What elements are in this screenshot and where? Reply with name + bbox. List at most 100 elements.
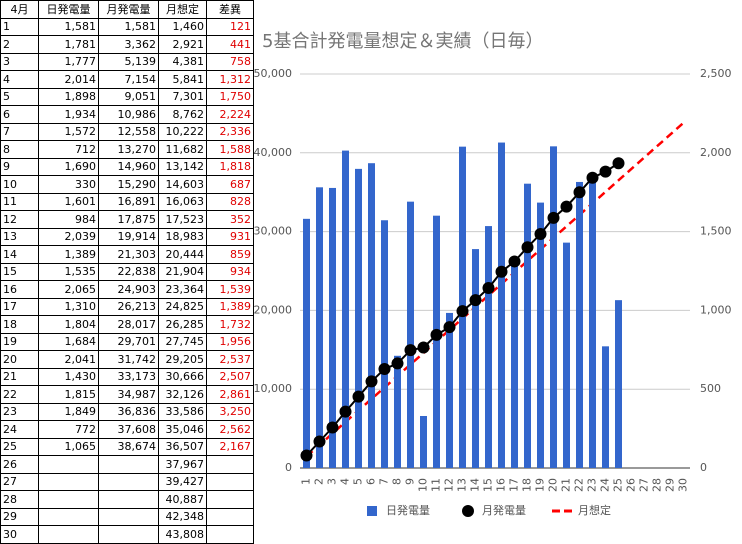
y-tick-label: 30,000 [254,225,293,238]
table-row: 11 1,601 16,891 16,063 828 [0,192,254,211]
data-table: 4月 日発電量 月発電量 月想定 差異 1 1,581 1,581 1,460 121 2 1,781… [0,0,254,544]
table-cell: 24,903 [98,280,159,299]
table-cell: 14,603 [158,175,207,194]
table-row: 29 42,348 [0,507,254,526]
dot [443,321,456,334]
y2-tick-label: 500 [700,382,721,395]
table-cell: 27 [0,472,39,491]
table-cell: 1,581 [38,17,99,36]
table-cell: 1,460 [158,17,207,36]
table-row: 13 2,039 19,914 18,983 931 [0,227,254,246]
dot [612,157,625,170]
x-tick-label: 2 [313,478,326,485]
table-cell: 29,701 [98,332,159,351]
x-tick-label: 10 [417,478,430,492]
table-cell: 1,310 [38,297,99,316]
table-cell: 18,983 [158,227,207,246]
dot [547,211,560,224]
y-tick-label: 20,000 [254,303,293,316]
bar [615,300,622,468]
table-cell: 1,898 [38,87,99,106]
dot [521,241,534,254]
x-tick-label: 21 [560,478,573,492]
legend-label: 月発電量 [482,503,526,517]
table-row: 9 1,690 14,960 13,142 1,818 [0,157,254,176]
bar [446,312,453,468]
x-tick-label: 1 [300,478,313,485]
x-tick-label: 9 [404,478,417,485]
bar [563,242,570,468]
x-tick-label: 11 [430,478,443,492]
table-cell: 17,875 [98,210,159,229]
x-tick-label: 22 [573,478,586,492]
dot [508,255,521,268]
table-cell: 1,389 [38,245,99,264]
x-tick-label: 19 [534,478,547,492]
x-tick-label: 7 [378,478,391,485]
legend-label: 月想定 [578,503,611,517]
table-cell: 25 [0,437,39,456]
table-cell: 2,507 [206,367,254,386]
table-cell: 42,348 [158,507,207,526]
bar [355,168,362,469]
table-cell: 16,891 [98,192,159,211]
table-row: 14 1,389 21,303 20,444 859 [0,245,254,264]
bar [576,181,583,468]
table-cell: 2,167 [206,437,254,456]
table-row: 28 40,887 [0,490,254,509]
table-cell: 5,139 [98,52,159,71]
table-cell: 758 [206,52,254,71]
table-row: 20 2,041 31,742 29,205 2,537 [0,350,254,369]
dot [378,363,391,376]
dot [586,171,599,184]
x-tick-label: 28 [651,478,664,492]
table-cell: 35,046 [158,420,207,439]
table-cell: 1,732 [206,315,254,334]
y2-tick-label: 1,000 [700,303,732,316]
dot [573,186,586,199]
table-cell: 19,914 [98,227,159,246]
dot [313,435,326,448]
table-row: 26 37,967 [0,455,254,474]
bar [420,415,427,468]
x-tick-label: 23 [586,478,599,492]
bar [381,220,388,468]
x-tick-label: 16 [495,478,508,492]
y-tick-label: 0 [285,461,292,474]
table-row: 17 1,310 26,213 24,825 1,389 [0,297,254,316]
dot [300,449,313,462]
table-cell: 11 [0,192,39,211]
chart-title: 5基合計発電量想定＆実績（日毎） [262,31,543,52]
dot [534,227,547,240]
x-tick-label: 18 [521,478,534,492]
table-cell: 22 [0,385,39,404]
table-row: 10 330 15,290 14,603 687 [0,175,254,194]
x-tick-label: 5 [352,478,365,485]
bar [472,249,479,468]
table-cell: 1,849 [38,402,99,421]
table-cell: 12,558 [98,122,159,141]
dot [430,328,443,341]
table-row: 18 1,804 28,017 26,285 1,732 [0,315,254,334]
x-tick-label: 30 [677,478,690,492]
bar [316,187,323,469]
legend-swatch [462,505,474,517]
table-row: 7 1,572 12,558 10,222 2,336 [0,122,254,141]
table-cell: 330 [38,175,99,194]
dot [326,421,339,434]
table-cell: 1,690 [38,157,99,176]
bar [524,183,531,468]
table-row: 8 712 13,270 11,682 1,588 [0,140,254,159]
dot [599,165,612,178]
x-tick-label: 20 [547,478,560,492]
x-tick-label: 14 [469,478,482,492]
x-tick-label: 8 [391,478,404,485]
bar [550,146,557,469]
x-tick-label: 26 [625,478,638,492]
dot [469,294,482,307]
table-cell: 4,381 [158,52,207,71]
x-tick-label: 17 [508,478,521,492]
table-cell: 37,608 [98,420,159,439]
